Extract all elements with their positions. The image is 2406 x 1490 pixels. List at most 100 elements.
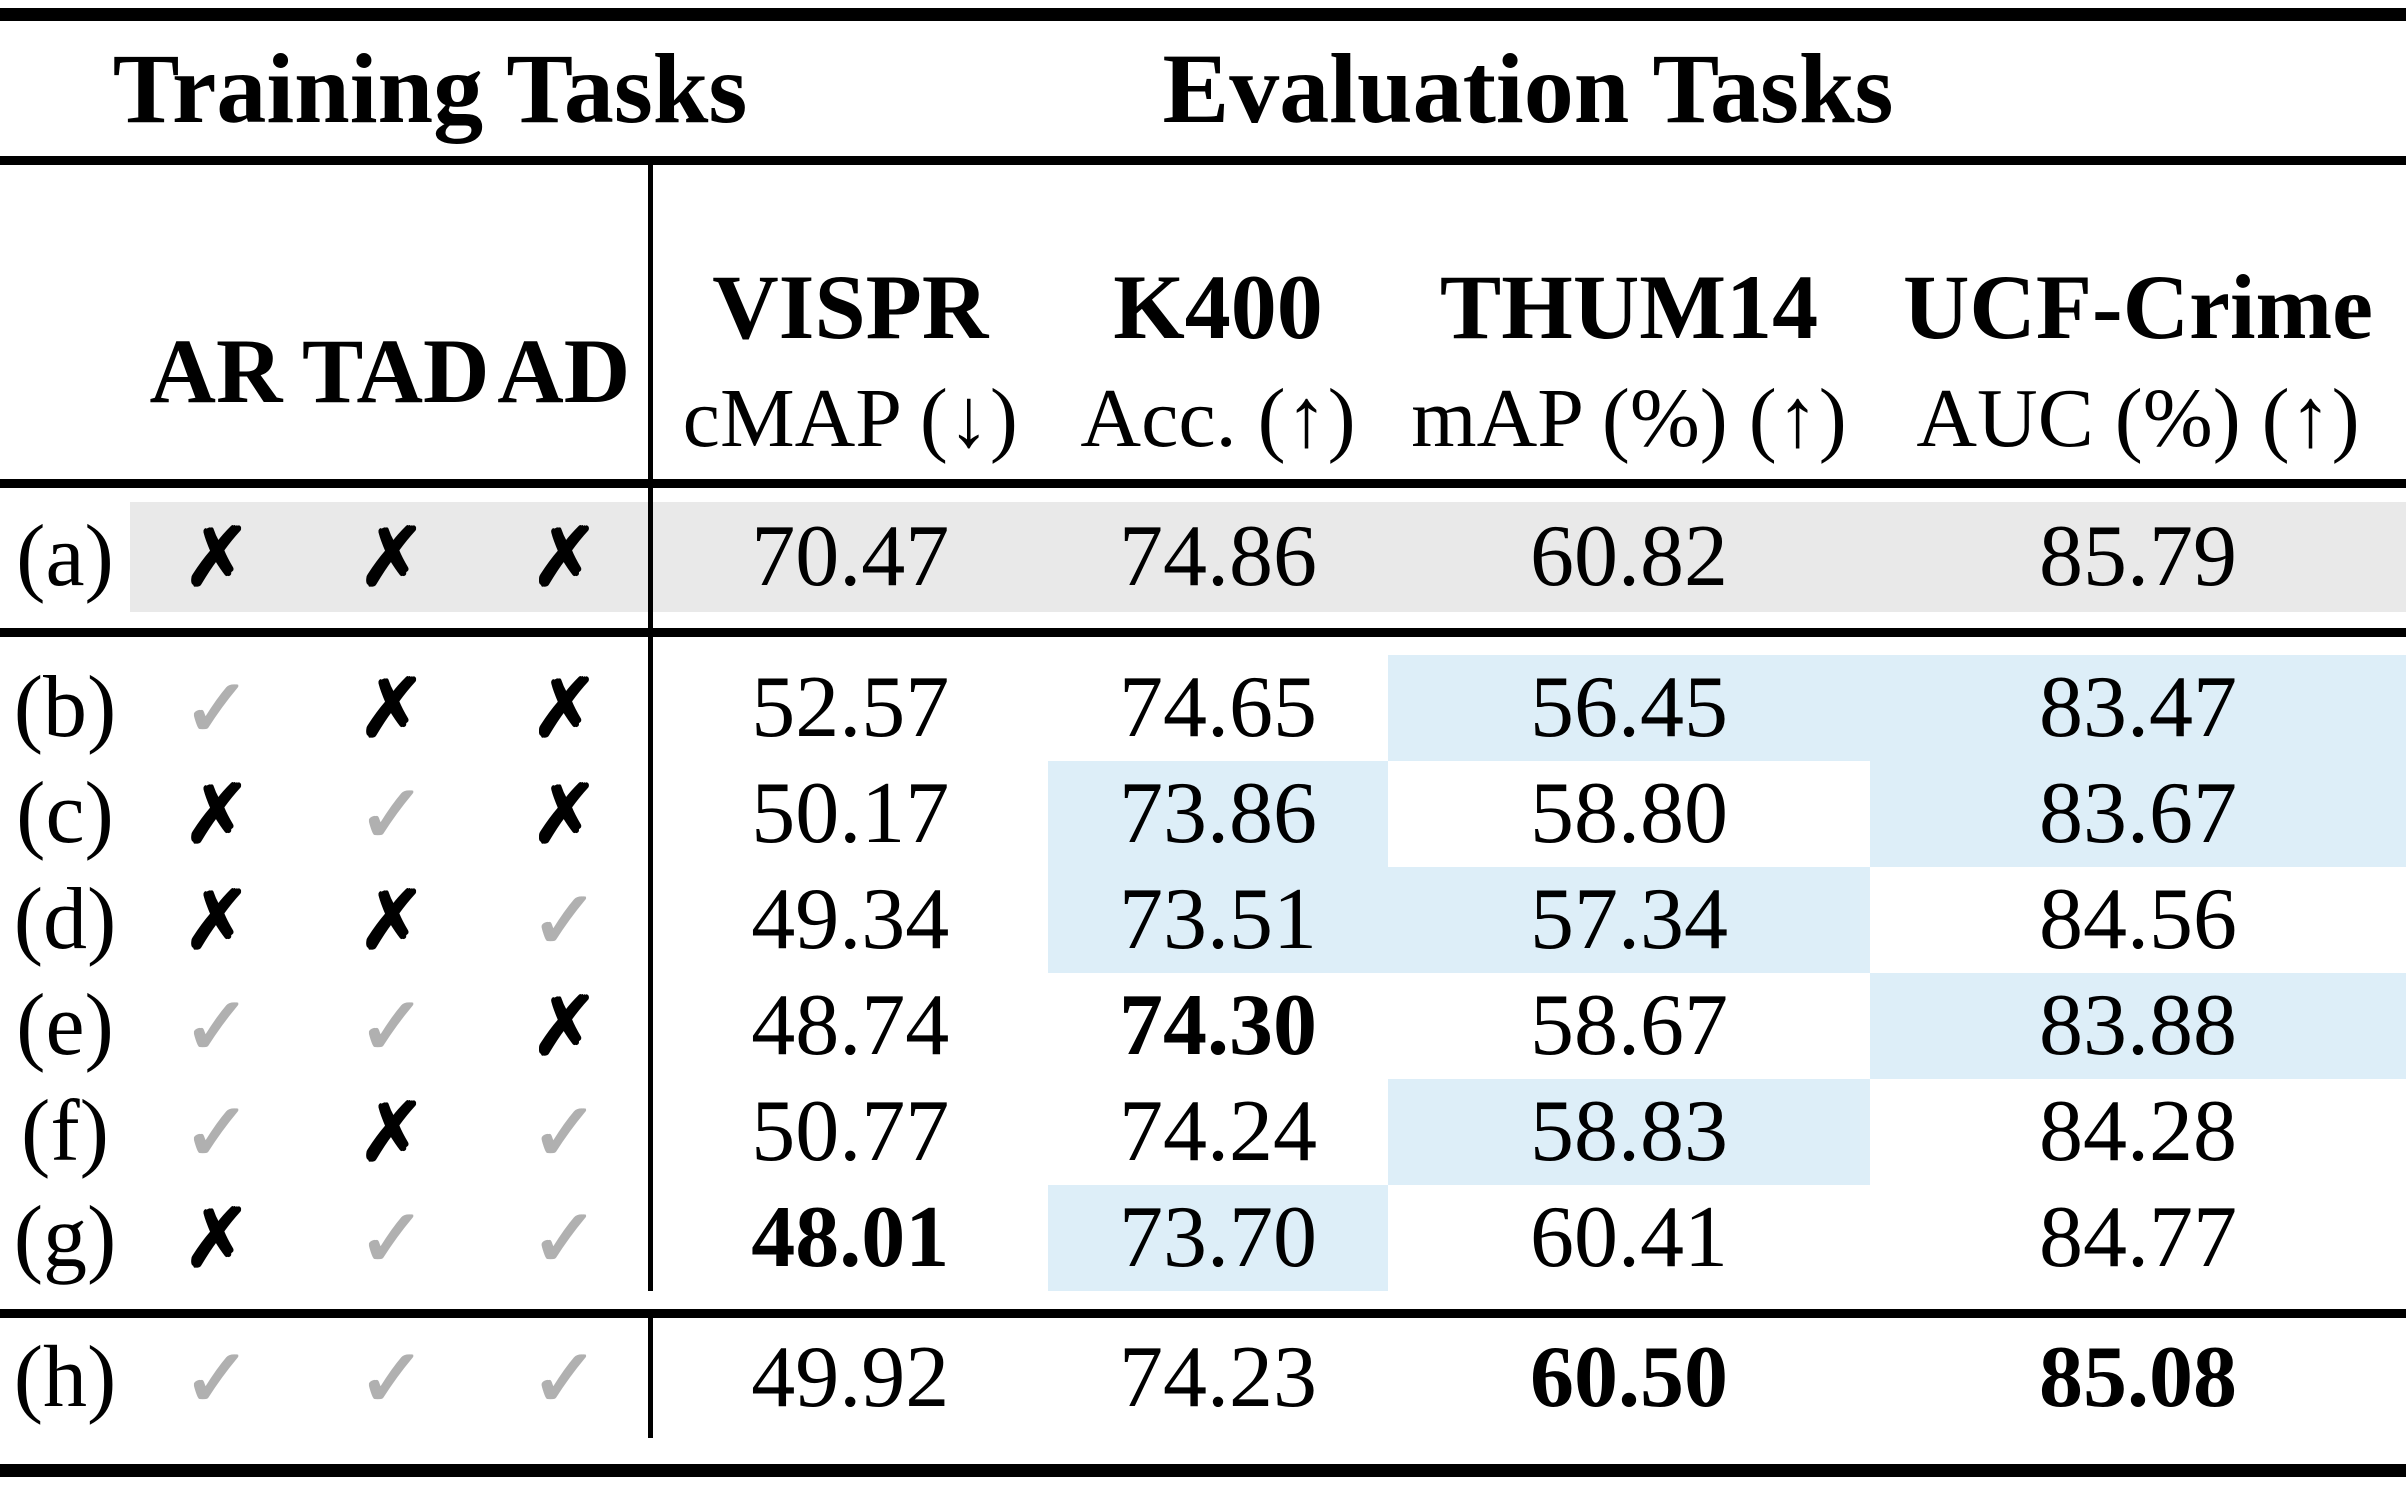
cross-icon: ✗: [529, 661, 599, 756]
horizontal-rule: [0, 1309, 2406, 1318]
mark-cell: ✓: [130, 973, 302, 1079]
check-icon: ✓: [356, 979, 426, 1074]
mark-cell: ✗: [302, 655, 480, 761]
metric-label: Acc. (↑): [1080, 372, 1356, 465]
metric-label: mAP (%) (↑): [1411, 372, 1847, 465]
table-row-e: (e) ✓ ✓ ✗ 48.74 74.30 58.67 83.88: [0, 973, 2406, 1079]
row-label: (d): [13, 871, 117, 968]
cross-icon: ✗: [529, 979, 599, 1074]
column-header-ar: AR: [149, 320, 283, 422]
cross-icon: ✗: [356, 873, 426, 968]
group-header-row: Training Tasks Evaluation Tasks: [0, 21, 2406, 156]
column-header-k400: K400 Acc. (↑): [1048, 165, 1388, 479]
table-row-f: (f) ✓ ✗ ✓ 50.77 74.24 58.83 84.28: [0, 1079, 2406, 1185]
mark-cell: ✓: [302, 1318, 480, 1438]
empty-header-cell: [0, 165, 130, 479]
mark-cell: ✓: [302, 973, 480, 1079]
value-cell-vispr: 52.57: [647, 655, 1048, 761]
mark-cell: ✓: [480, 1079, 650, 1185]
value-cell-ucf: 84.56: [2039, 871, 2237, 968]
horizontal-rule: [0, 156, 2406, 165]
spacer: [0, 637, 2406, 655]
value-cell-ucf: 85.08: [2039, 1329, 2237, 1426]
training-tasks-header: Training Tasks: [112, 33, 748, 144]
mark-cell: ✗: [302, 867, 480, 973]
top-margin: [0, 0, 2406, 8]
value-cell-thum14: 60.41: [1530, 1189, 1728, 1286]
cross-icon: ✗: [181, 1191, 251, 1286]
mark-cell: ✗: [480, 761, 650, 867]
value-cell-thum14: 57.34: [1388, 867, 1870, 973]
value-cell-thum14: 60.50: [1530, 1329, 1728, 1426]
table-row-h: (h) ✓ ✓ ✓ 49.92 74.23 60.50 85.08: [0, 1318, 2406, 1438]
cross-icon: ✗: [356, 661, 426, 756]
horizontal-rule: [0, 479, 2406, 488]
mark-cell: ✗: [302, 502, 480, 612]
mark-cell: ✗: [130, 761, 302, 867]
cross-icon: ✗: [356, 1085, 426, 1180]
dataset-name: VISPR: [712, 256, 989, 358]
mark-cell: ✓: [130, 1318, 302, 1438]
column-header-ad: AD: [497, 320, 631, 422]
value-cell-vispr: 50.77: [647, 1079, 1048, 1185]
row-label: (h): [13, 1329, 117, 1426]
cross-icon: ✗: [356, 510, 426, 605]
column-header-thum14: THUM14 mAP (%) (↑): [1388, 165, 1870, 479]
value-cell-vispr: 49.92: [647, 1318, 1048, 1438]
table-row-d: (d) ✗ ✗ ✓ 49.34 73.51 57.34 84.56: [0, 867, 2406, 973]
check-icon: ✓: [181, 1085, 251, 1180]
check-icon: ✓: [356, 1191, 426, 1286]
spacer: [0, 1438, 2406, 1464]
cross-icon: ✗: [181, 510, 251, 605]
check-icon: ✓: [529, 873, 599, 968]
check-icon: ✓: [529, 1331, 599, 1426]
value-cell-ucf: 83.47: [1870, 655, 2406, 761]
check-icon: ✓: [181, 1331, 251, 1426]
check-icon: ✓: [181, 979, 251, 1074]
value-cell-k400: 74.30: [1119, 977, 1317, 1074]
value-cell-k400: 74.86: [1048, 502, 1388, 612]
evaluation-tasks-header: Evaluation Tasks: [1162, 33, 1894, 144]
value-cell-vispr: 70.47: [647, 502, 1048, 612]
value-cell-k400: 74.65: [1119, 659, 1317, 756]
column-header-tad: TAD: [302, 320, 490, 422]
value-cell-ucf: 84.28: [2039, 1083, 2237, 1180]
check-icon: ✓: [529, 1191, 599, 1286]
value-cell-ucf: 84.77: [2039, 1189, 2237, 1286]
value-cell-thum14: 58.80: [1530, 765, 1728, 862]
mark-cell: ✗: [130, 502, 302, 612]
value-cell-thum14: 56.45: [1388, 655, 1870, 761]
cross-icon: ✗: [181, 873, 251, 968]
value-cell-ucf: 85.79: [1870, 502, 2406, 612]
value-cell-k400: 73.70: [1048, 1185, 1388, 1291]
column-header-row: AR TAD AD VISPR cMAP (↓) K400 Acc. (↑) T…: [0, 165, 2406, 479]
mark-cell: ✓: [480, 1185, 650, 1291]
row-label: (c): [16, 765, 114, 862]
row-label: (f): [21, 1083, 109, 1180]
row-label: (b): [13, 659, 117, 756]
mark-cell: ✓: [130, 655, 302, 761]
value-cell-thum14: 58.67: [1530, 977, 1728, 1074]
check-icon: ✓: [529, 1085, 599, 1180]
table-row-a: (a) ✗ ✗ ✗ 70.47 74.86 60.82 85.79: [0, 502, 2406, 612]
spacer: [0, 488, 2406, 502]
spacer: [0, 612, 2406, 628]
dataset-name: UCF-Crime: [1902, 256, 2374, 358]
metric-label: cMAP (↓): [682, 372, 1018, 465]
mark-cell: ✗: [480, 655, 650, 761]
column-header-vispr: VISPR cMAP (↓): [647, 165, 1048, 479]
check-icon: ✓: [356, 1331, 426, 1426]
value-cell-k400: 73.86: [1048, 761, 1388, 867]
value-cell-thum14: 58.83: [1388, 1079, 1870, 1185]
bottom-margin: [0, 1477, 2406, 1490]
mark-cell: ✗: [480, 973, 650, 1079]
mark-cell: ✓: [480, 1318, 650, 1438]
value-cell-k400: 73.51: [1048, 867, 1388, 973]
mark-cell: ✗: [130, 1185, 302, 1291]
cross-icon: ✗: [529, 767, 599, 862]
dataset-name: THUM14: [1439, 256, 1819, 358]
table-row-c: (c) ✗ ✓ ✗ 50.17 73.86 58.80 83.67: [0, 761, 2406, 867]
mark-cell: ✗: [130, 867, 302, 973]
check-icon: ✓: [356, 767, 426, 862]
